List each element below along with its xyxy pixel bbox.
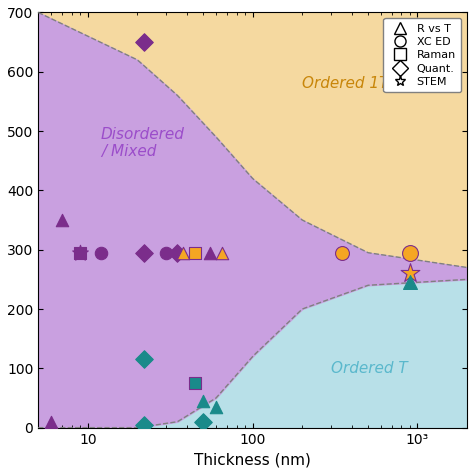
Point — [163, 249, 170, 256]
Point — [173, 249, 181, 256]
Point — [191, 249, 199, 256]
Point — [199, 397, 207, 405]
Point — [47, 418, 55, 426]
Point — [58, 216, 66, 224]
Point — [338, 249, 346, 256]
Point — [406, 279, 414, 286]
Point — [140, 421, 148, 428]
Point — [140, 249, 148, 256]
Point — [140, 356, 148, 363]
Point — [212, 403, 220, 410]
Point — [140, 38, 148, 46]
X-axis label: Thickness (nm): Thickness (nm) — [194, 452, 311, 467]
Point — [180, 249, 187, 256]
Point — [206, 249, 214, 256]
Point — [199, 418, 207, 426]
Point — [406, 270, 414, 277]
Point — [76, 249, 84, 256]
Legend: R vs T, XC ED, Raman, Quant., STEM: R vs T, XC ED, Raman, Quant., STEM — [383, 18, 462, 92]
Text: Ordered T⁤: Ordered T⁤ — [331, 361, 408, 376]
Point — [97, 249, 105, 256]
Text: Disordered
/ Mixed: Disordered / Mixed — [101, 127, 185, 159]
Point — [406, 249, 414, 256]
Point — [218, 249, 226, 256]
Text: Ordered 1T’: Ordered 1T’ — [302, 76, 393, 91]
Point — [76, 249, 84, 256]
Point — [191, 379, 199, 387]
